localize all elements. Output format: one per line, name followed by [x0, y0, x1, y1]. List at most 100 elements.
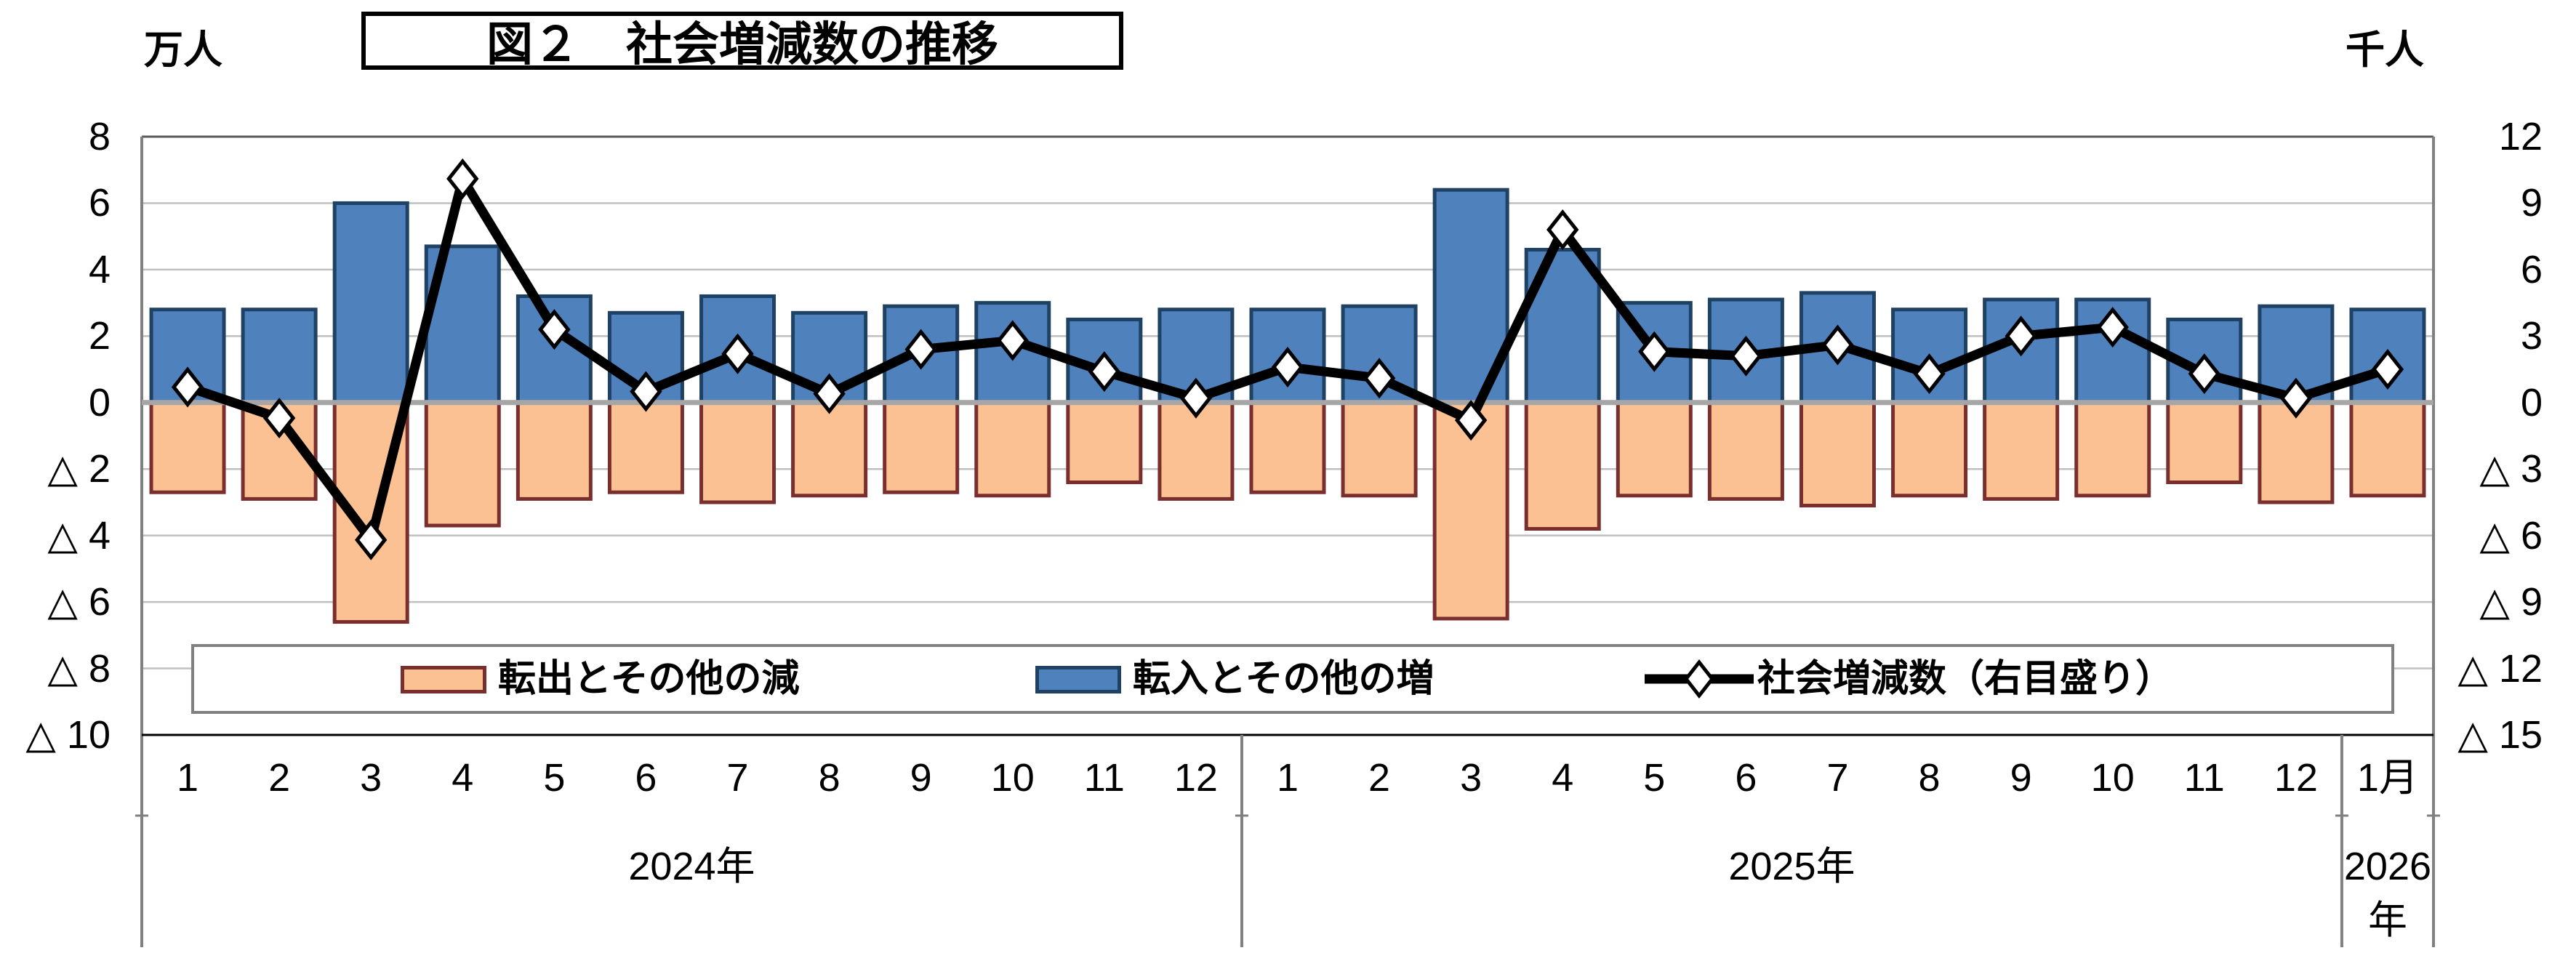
left-tick-label: △ 2 [47, 447, 111, 491]
net-marker-2024-1 [171, 366, 204, 408]
month-label: 10 [990, 756, 1035, 800]
bar-out-2025-4 [1524, 401, 1601, 531]
left-tick-label: △ 8 [47, 646, 111, 691]
bar-out-2025-12 [2258, 401, 2335, 504]
left-axis-unit: 万人 [144, 28, 222, 72]
right-tick-label: △ 15 [2457, 713, 2543, 757]
bar-out-2025-8 [1891, 401, 1968, 498]
month-label: 9 [2010, 756, 2032, 800]
month-label: 4 [1552, 756, 1574, 800]
net-marker-2024-12 [1179, 377, 1213, 419]
left-tick-label: 8 [88, 115, 111, 158]
bar-in-2024-3 [332, 201, 409, 405]
bar-out-2025-10 [2074, 401, 2151, 498]
month-label: 2 [1368, 756, 1391, 800]
bar-out-2024-5 [515, 401, 593, 501]
right-tick-label: △ 6 [2479, 513, 2543, 558]
month-label: 2 [268, 756, 291, 800]
net-marker-2024-3 [355, 519, 388, 560]
net-marker-2024-2 [262, 398, 296, 439]
bar-out-2024-9 [883, 401, 960, 494]
net-marker-2025-12 [2279, 377, 2313, 419]
bar-out-2025-5 [1616, 401, 1693, 498]
chart-title: 図２ 社会増減数の推移 [361, 12, 1123, 71]
bar-out-2024-10 [974, 401, 1051, 498]
right-tick-label: △ 12 [2457, 646, 2543, 691]
month-label: 1月 [2356, 756, 2418, 800]
month-label: 12 [2274, 756, 2318, 800]
month-label: 5 [543, 756, 566, 800]
left-tick-label: 4 [88, 247, 111, 291]
legend-swatch-out [401, 666, 486, 693]
bar-out-2024-6 [607, 401, 684, 494]
net-marker-2024-10 [996, 320, 1029, 361]
month-label: 3 [1460, 756, 1482, 800]
bar-out-2024-4 [424, 401, 501, 528]
net-marker-2025-8 [1913, 353, 1946, 395]
net-marker-2026-1 [2371, 349, 2404, 390]
left-tick-label: 0 [88, 380, 111, 425]
legend-label-net: 社会増減数（右目盛り） [1757, 658, 2174, 700]
bar-out-2025-11 [2166, 401, 2243, 485]
legend-label-out: 転出とその他の減 [498, 658, 800, 700]
legend: 転出とその他の減 転入とその他の増 社会増減数（右目盛り） [191, 644, 2394, 714]
net-marker-2024-9 [904, 329, 937, 370]
left-tick-label: 6 [88, 181, 111, 225]
net-marker-2025-4 [1546, 209, 1579, 251]
month-label: 1 [177, 756, 199, 800]
month-label: 7 [726, 756, 749, 800]
year-label: 2024年 [628, 845, 755, 888]
month-label: 7 [1826, 756, 1849, 800]
right-tick-label: 3 [2520, 314, 2543, 358]
month-label: 11 [2183, 756, 2225, 800]
month-label: 4 [452, 756, 474, 800]
net-marker-2024-8 [813, 373, 846, 414]
net-marker-2025-3 [1454, 400, 1488, 441]
net-marker-2025-1 [1271, 346, 1304, 388]
year-label: 2025年 [1728, 845, 1855, 888]
bar-in-2024-2 [241, 307, 318, 405]
left-tick-label: △ 10 [25, 713, 111, 757]
right-tick-label: 12 [2498, 115, 2543, 158]
right-tick-label: 6 [2520, 247, 2543, 291]
month-label: 6 [635, 756, 657, 800]
month-label: 1 [1276, 756, 1299, 800]
net-marker-2025-2 [1363, 358, 1396, 399]
bar-out-2024-7 [699, 401, 777, 504]
net-marker-2025-7 [1821, 324, 1854, 366]
right-tick-label: △ 3 [2479, 447, 2543, 491]
month-label: 11 [1083, 756, 1125, 800]
right-tick-label: 0 [2520, 380, 2543, 425]
bar-out-2024-8 [791, 401, 868, 498]
legend-label-in: 転入とその他の増 [1133, 658, 1435, 700]
month-label: 8 [818, 756, 840, 800]
legend-line-marker-icon [1645, 659, 1754, 699]
month-label: 3 [360, 756, 382, 800]
net-marker-2025-5 [1638, 331, 1671, 372]
right-tick-label: 9 [2520, 181, 2543, 225]
month-label: 12 [1173, 756, 1218, 800]
month-label: 8 [1918, 756, 1941, 800]
chart-title-text: 図２ 社会増減数の推移 [486, 18, 998, 71]
year-label-line: 年 [2367, 898, 2407, 942]
net-marker-2024-4 [446, 158, 479, 199]
month-label: 9 [910, 756, 932, 800]
bar-out-2024-12 [1157, 401, 1235, 501]
month-label: 10 [2090, 756, 2135, 800]
net-marker-2025-10 [2096, 307, 2129, 348]
bar-out-2025-1 [1249, 401, 1326, 494]
right-axis-unit: 千人 [2346, 28, 2424, 72]
year-label-line: 2026 [2343, 845, 2432, 888]
net-marker-2024-7 [721, 333, 754, 374]
bar-out-2025-9 [1983, 401, 2060, 501]
month-label: 5 [1643, 756, 1666, 800]
left-tick-label: △ 4 [47, 513, 111, 558]
net-marker-2024-5 [538, 309, 571, 350]
right-tick-label: △ 9 [2479, 580, 2543, 624]
bar-out-2024-1 [149, 401, 226, 494]
bar-out-2026-1 [2349, 401, 2426, 498]
net-marker-2024-6 [630, 371, 662, 412]
net-marker-2025-9 [2005, 315, 2037, 357]
